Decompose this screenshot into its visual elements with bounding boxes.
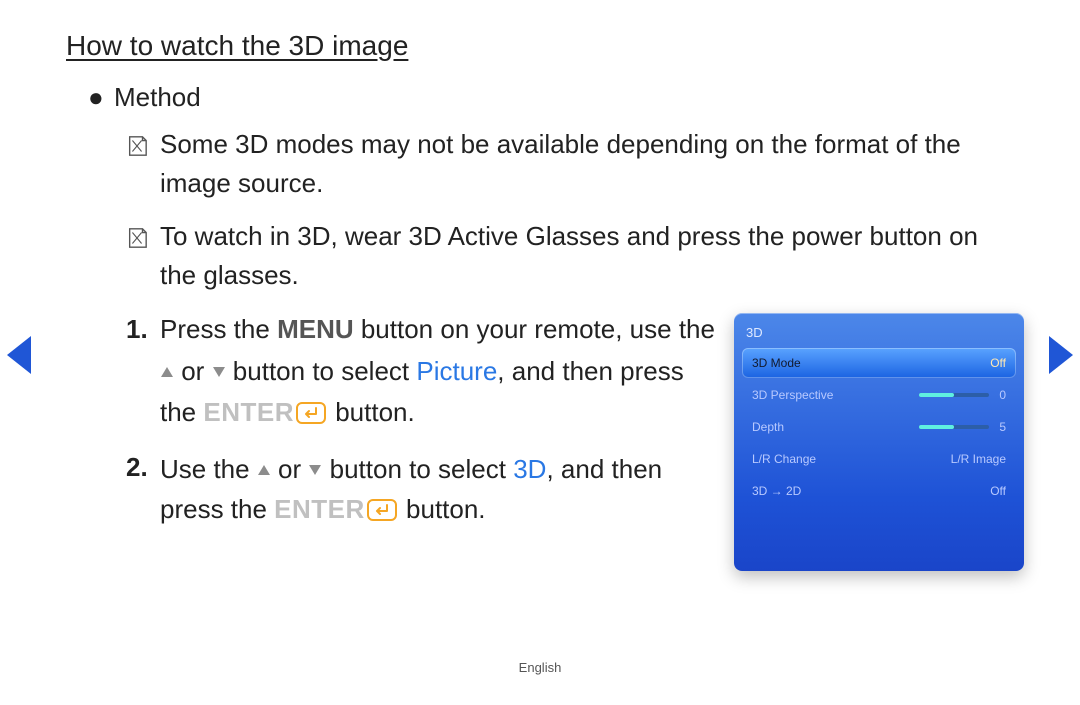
osd-row-value: Off bbox=[990, 484, 1006, 498]
osd-row-label: 3D Perspective bbox=[752, 388, 833, 402]
down-triangle-icon bbox=[308, 447, 322, 487]
enter-keyword: ENTER bbox=[274, 494, 365, 524]
osd-slider[interactable]: 0 bbox=[919, 388, 1006, 402]
note-1: Some 3D modes may not be available depen… bbox=[126, 125, 1004, 203]
osd-3d-menu: 3D 3D Mode Off 3D Perspective 0 Depth 5 L/R Ch… bbox=[734, 313, 1024, 571]
content-columns: 1. Press the MENU button on your remote,… bbox=[126, 309, 1024, 571]
osd-row[interactable]: L/R Change L/R Image bbox=[742, 444, 1016, 474]
osd-panel-column: 3D 3D Mode Off 3D Perspective 0 Depth 5 L/R Ch… bbox=[734, 313, 1024, 571]
up-triangle-icon bbox=[160, 349, 174, 389]
note-2-text: To watch in 3D, wear 3D Active Glasses a… bbox=[160, 217, 1004, 295]
enter-keyword: ENTER bbox=[203, 397, 294, 427]
footer-language: English bbox=[0, 660, 1080, 675]
osd-row[interactable]: 3D → 2D Off bbox=[742, 476, 1016, 506]
prev-page-arrow[interactable] bbox=[3, 334, 33, 381]
note-2: To watch in 3D, wear 3D Active Glasses a… bbox=[126, 217, 1004, 295]
osd-row-value: L/R Image bbox=[951, 452, 1006, 466]
osd-row-value: 5 bbox=[999, 420, 1006, 434]
note-icon bbox=[126, 129, 160, 207]
steps-column: 1. Press the MENU button on your remote,… bbox=[126, 309, 734, 571]
osd-row-value: 0 bbox=[999, 388, 1006, 402]
picture-keyword: Picture bbox=[416, 356, 497, 386]
down-triangle-icon bbox=[212, 349, 226, 389]
osd-rows: 3D Mode Off 3D Perspective 0 Depth 5 L/R Chang… bbox=[742, 348, 1016, 506]
osd-row-label: L/R Change bbox=[752, 452, 816, 466]
step-2-text: Use the or button to select 3D, and then… bbox=[160, 447, 722, 533]
up-triangle-icon bbox=[257, 447, 271, 487]
method-label: Method bbox=[114, 80, 201, 115]
note-1-text: Some 3D modes may not be available depen… bbox=[160, 125, 1004, 203]
osd-row[interactable]: Depth 5 bbox=[742, 412, 1016, 442]
osd-row-label: 3D → 2D bbox=[752, 484, 801, 498]
next-page-arrow[interactable] bbox=[1047, 334, 1077, 381]
step-1-number: 1. bbox=[126, 309, 160, 435]
bullet-dot: ● bbox=[88, 80, 114, 115]
osd-row[interactable]: 3D Perspective 0 bbox=[742, 380, 1016, 410]
note-icon bbox=[126, 221, 160, 299]
osd-row[interactable]: 3D Mode Off bbox=[742, 348, 1016, 378]
step-1: 1. Press the MENU button on your remote,… bbox=[126, 309, 722, 435]
menu-keyword: MENU bbox=[277, 314, 354, 344]
osd-row-value: Off bbox=[990, 356, 1006, 370]
method-bullet: ● Method bbox=[88, 80, 1024, 115]
step-1-text: Press the MENU button on your remote, us… bbox=[160, 309, 722, 435]
step-2-number: 2. bbox=[126, 447, 160, 533]
page-title: How to watch the 3D image bbox=[66, 30, 1024, 62]
osd-slider[interactable]: 5 bbox=[919, 420, 1006, 434]
osd-row-label: 3D Mode bbox=[752, 356, 801, 370]
step-2: 2. Use the or button to select 3D, and t… bbox=[126, 447, 722, 533]
manual-page: How to watch the 3D image ● Method Some … bbox=[0, 0, 1080, 705]
3d-keyword: 3D bbox=[513, 454, 546, 484]
enter-icon bbox=[296, 395, 326, 435]
osd-title: 3D bbox=[746, 325, 1014, 340]
enter-icon bbox=[367, 492, 397, 532]
osd-row-label: Depth bbox=[752, 420, 784, 434]
